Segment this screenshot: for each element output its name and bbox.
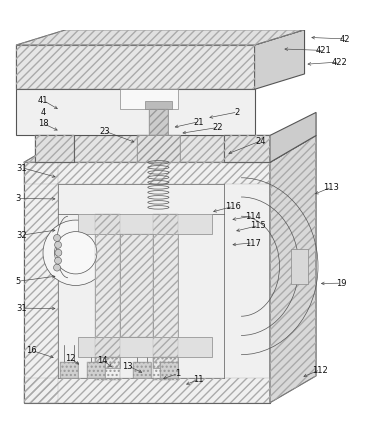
Text: 3: 3 (15, 194, 21, 203)
Polygon shape (16, 89, 254, 135)
Text: 113: 113 (323, 183, 339, 192)
Polygon shape (16, 30, 305, 45)
Text: 42: 42 (340, 35, 350, 44)
Text: 5: 5 (15, 277, 20, 286)
Text: 1: 1 (175, 369, 180, 378)
Polygon shape (16, 45, 254, 89)
Text: 11: 11 (193, 375, 204, 384)
Polygon shape (145, 101, 172, 108)
Text: 31: 31 (17, 304, 27, 313)
Text: 114: 114 (245, 212, 261, 221)
Text: 421: 421 (316, 46, 332, 56)
Text: 18: 18 (38, 119, 48, 128)
Circle shape (54, 257, 61, 264)
Text: 115: 115 (251, 222, 266, 230)
Text: 22: 22 (213, 123, 223, 132)
Polygon shape (87, 362, 105, 378)
Text: 31: 31 (17, 164, 27, 173)
Polygon shape (152, 214, 178, 368)
Text: 21: 21 (193, 118, 204, 127)
Circle shape (55, 250, 62, 256)
Polygon shape (224, 135, 270, 163)
Polygon shape (35, 135, 74, 163)
Text: 23: 23 (99, 127, 110, 136)
Text: 32: 32 (17, 231, 27, 240)
Polygon shape (24, 163, 270, 403)
Polygon shape (24, 135, 316, 163)
Circle shape (43, 220, 108, 285)
Circle shape (54, 264, 61, 271)
Text: 16: 16 (26, 346, 37, 355)
Polygon shape (134, 362, 151, 378)
Polygon shape (291, 249, 308, 284)
Polygon shape (149, 108, 168, 135)
Text: 12: 12 (65, 354, 75, 363)
Text: 116: 116 (225, 202, 241, 211)
Text: 14: 14 (97, 356, 108, 365)
Polygon shape (78, 214, 212, 234)
Text: 117: 117 (245, 239, 261, 248)
Text: 24: 24 (255, 137, 266, 146)
Circle shape (54, 242, 61, 248)
Circle shape (54, 234, 61, 242)
Text: 112: 112 (312, 365, 328, 375)
Polygon shape (160, 362, 178, 378)
Polygon shape (120, 234, 152, 337)
Polygon shape (78, 337, 212, 357)
Circle shape (54, 232, 97, 274)
Polygon shape (254, 30, 305, 89)
Polygon shape (137, 135, 179, 163)
Polygon shape (95, 214, 120, 368)
Text: 422: 422 (331, 58, 347, 67)
Polygon shape (270, 135, 316, 403)
Text: 2: 2 (235, 108, 240, 117)
Text: 13: 13 (122, 362, 133, 371)
Polygon shape (270, 112, 316, 163)
Polygon shape (120, 89, 178, 108)
Text: 41: 41 (38, 96, 48, 105)
Text: 4: 4 (41, 108, 46, 117)
Polygon shape (60, 362, 78, 378)
Text: 19: 19 (336, 279, 346, 288)
